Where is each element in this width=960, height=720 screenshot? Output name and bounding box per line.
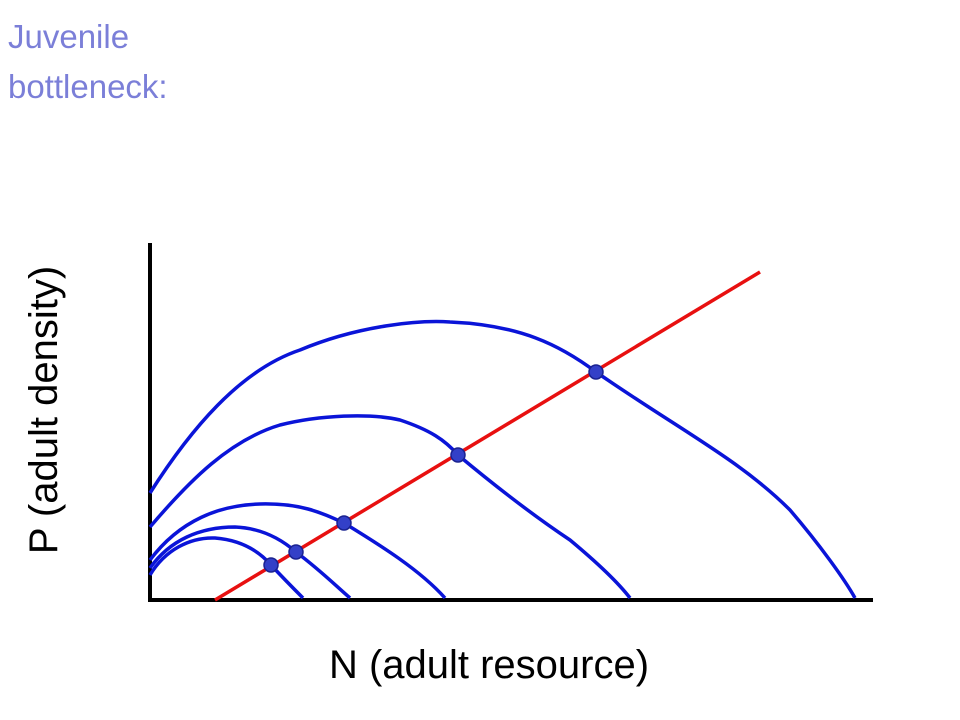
intersection-dot <box>336 515 352 531</box>
curve <box>148 414 632 600</box>
y-axis-label: P (adult density) <box>22 266 66 554</box>
title-line: bottleneck: <box>8 68 168 105</box>
curve <box>148 525 352 600</box>
curve <box>148 536 305 600</box>
intersection-dot <box>588 364 604 380</box>
title-line: Juvenile <box>8 18 129 55</box>
intersection-dot <box>450 447 466 463</box>
intersection-dot <box>288 544 304 560</box>
intersection-dot <box>263 557 279 573</box>
x-axis-label: N (adult resource) <box>329 643 649 687</box>
red-line <box>214 270 761 602</box>
curve <box>148 319 857 599</box>
curve <box>148 502 447 600</box>
